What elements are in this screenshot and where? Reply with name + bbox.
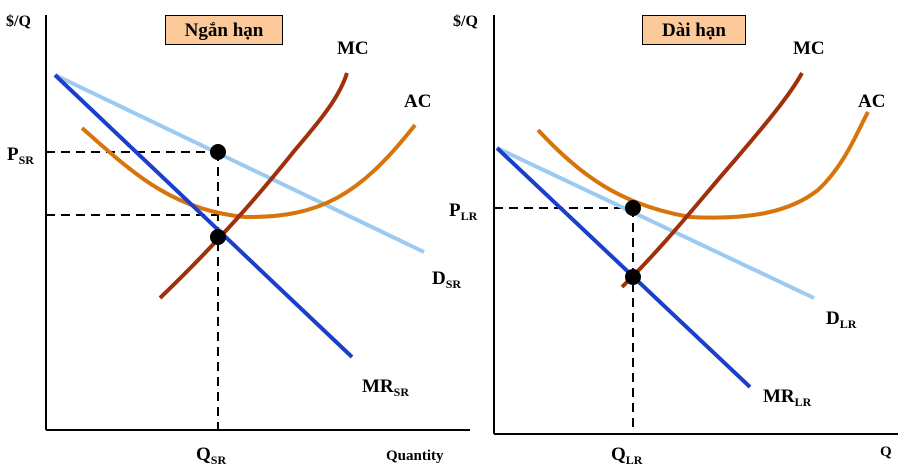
lr-x-axis-label: Q xyxy=(880,444,892,460)
lr-price-label: PLR xyxy=(449,200,478,223)
sr-price-point xyxy=(210,144,226,160)
sr-qty-label: QSR xyxy=(196,444,226,467)
long-run-title: Dài hạn xyxy=(642,15,746,45)
lr-mc-label: MC xyxy=(793,38,825,59)
lr-mr-curve xyxy=(495,146,752,389)
short-run-title: Ngắn hạn xyxy=(165,15,283,45)
sr-mc-label: MC xyxy=(337,38,369,59)
lr-ac-curve xyxy=(536,111,870,220)
lr-y-axis-label: $/Q xyxy=(453,13,478,30)
sr-ac-curve xyxy=(80,123,417,220)
lr-qty-label: QLR xyxy=(611,444,643,467)
sr-mc-curve xyxy=(158,72,349,300)
sr-ac-label: AC xyxy=(404,91,431,112)
sr-mr-curve xyxy=(53,73,354,359)
sr-price-label: PSR xyxy=(7,144,34,167)
sr-demand-label: DSR xyxy=(432,268,461,291)
sr-demand-curve xyxy=(54,73,425,254)
short-run-panel: $/Q Quantity MC AC DSR MRSR PSR QSR xyxy=(6,13,470,467)
sr-mr-mc-point xyxy=(210,229,226,245)
lr-mr-label: MRLR xyxy=(763,386,812,409)
sr-y-axis-label: $/Q xyxy=(6,13,31,30)
sr-mr-label: MRSR xyxy=(362,376,409,399)
lr-mr-mc-point xyxy=(625,269,641,285)
long-run-panel: $/Q Q MC AC DLR MRLR PLR QLR xyxy=(449,13,898,467)
lr-demand-label: DLR xyxy=(826,308,857,331)
lr-mc-curve xyxy=(620,72,804,289)
lr-demand-curve xyxy=(496,146,815,300)
sr-x-axis-label: Quantity xyxy=(386,448,444,464)
lr-price-point xyxy=(625,200,641,216)
lr-ac-label: AC xyxy=(858,91,885,112)
